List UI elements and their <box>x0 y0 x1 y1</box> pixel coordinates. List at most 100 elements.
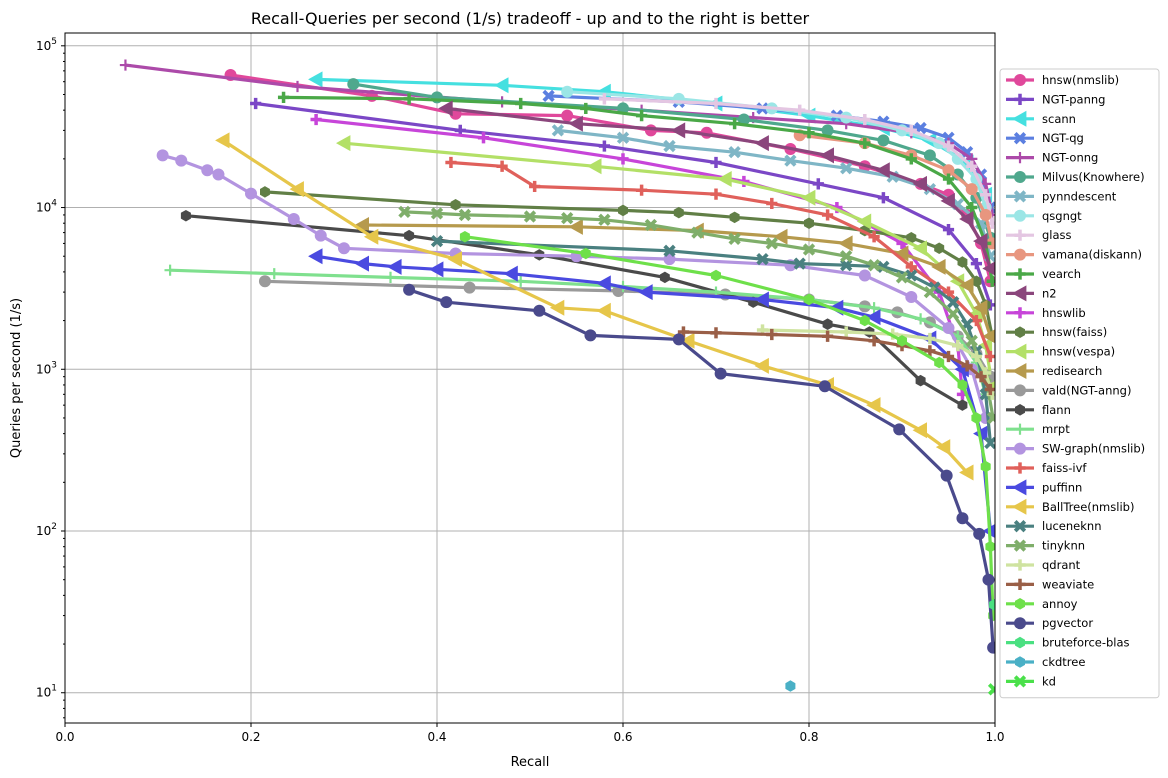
data-point <box>822 209 834 221</box>
data-point <box>245 187 257 200</box>
data-point <box>119 59 132 71</box>
data-point <box>598 213 611 226</box>
data-point <box>973 233 988 250</box>
legend-marker <box>1013 520 1027 533</box>
data-point <box>568 115 583 132</box>
data-point <box>636 110 648 122</box>
legend-marker <box>1014 229 1026 241</box>
data-point <box>894 245 909 262</box>
x-tick-label: 1.0 <box>985 730 1004 744</box>
data-point <box>258 275 271 288</box>
data-point <box>156 149 169 162</box>
legend-label: NGT-panng <box>1042 92 1105 106</box>
legend-label: vamana(diskann) <box>1042 248 1142 262</box>
data-point <box>277 91 290 103</box>
data-point <box>859 113 871 126</box>
data-point <box>804 217 814 229</box>
series-kd <box>987 683 995 696</box>
data-point <box>710 327 722 339</box>
data-point <box>875 162 890 179</box>
legend-marker <box>1014 462 1026 474</box>
legend-item: vamana(diskann) <box>1006 248 1142 262</box>
legend-item: hnsw(faiss) <box>1006 325 1107 339</box>
legend-item: SW-graph(nmslib) <box>1006 442 1145 456</box>
data-point <box>268 268 280 280</box>
data-point <box>212 168 225 181</box>
data-point <box>895 271 909 284</box>
legend-label: hnsw(faiss) <box>1042 325 1107 339</box>
series-faiss-ivf <box>445 156 995 363</box>
series-line <box>450 160 992 358</box>
data-point <box>812 178 824 190</box>
series-line <box>315 254 992 532</box>
data-point <box>659 271 670 284</box>
data-point <box>868 335 880 347</box>
data-point <box>942 224 955 236</box>
x-tick-label: 0.8 <box>799 730 818 744</box>
data-point <box>980 189 992 201</box>
data-point <box>496 160 508 172</box>
data-point <box>965 183 978 196</box>
data-point <box>940 192 955 209</box>
data-point <box>868 231 880 243</box>
legend-label: pgvector <box>1042 616 1093 630</box>
series-layer <box>119 59 995 696</box>
legend-label: puffinn <box>1042 480 1082 494</box>
legend-item: weaviate <box>1006 577 1094 591</box>
data-point <box>931 258 946 275</box>
series-puffinn <box>308 248 995 539</box>
legend-item: vald(NGT-anng) <box>1006 383 1131 397</box>
data-point <box>982 329 995 344</box>
x-axis: 0.0 0.2 0.4 0.6 0.8 1.0 <box>55 723 1005 744</box>
data-point <box>494 77 509 94</box>
legend-marker <box>1013 190 1027 203</box>
data-point <box>966 201 978 214</box>
data-point <box>866 309 881 326</box>
data-point <box>942 321 955 334</box>
data-point <box>915 313 927 325</box>
legend-marker <box>1014 578 1026 590</box>
data-point <box>287 212 300 225</box>
data-point <box>915 374 926 387</box>
data-point <box>905 269 918 282</box>
legend-marker <box>1013 675 1027 688</box>
legend-marker <box>1014 209 1026 222</box>
data-point <box>384 271 397 283</box>
legend-label: qdrant <box>1042 558 1081 572</box>
legend-item: pgvector <box>1006 616 1093 630</box>
legend-marker <box>1014 442 1026 455</box>
data-point <box>947 296 960 309</box>
legend-item: glass <box>1006 228 1072 242</box>
data-point <box>877 192 889 204</box>
data-point <box>308 248 323 265</box>
data-point <box>729 211 740 224</box>
data-point <box>859 314 870 327</box>
legend-label: faiss-ivf <box>1042 461 1087 475</box>
data-point <box>636 184 648 196</box>
legend-label: qsgngt <box>1042 209 1082 223</box>
data-point <box>250 97 262 110</box>
data-point <box>965 334 978 347</box>
data-point <box>260 186 270 198</box>
data-point <box>584 329 597 342</box>
data-point <box>164 264 176 276</box>
data-point <box>970 258 982 270</box>
legend-marker <box>1014 617 1026 630</box>
data-point <box>754 357 769 374</box>
data-point <box>644 218 658 232</box>
data-point <box>542 89 555 103</box>
data-point <box>980 460 991 473</box>
data-point <box>336 135 351 152</box>
data-point <box>663 244 676 257</box>
data-point <box>984 383 995 396</box>
data-point <box>785 680 796 692</box>
data-point <box>819 147 834 164</box>
data-point <box>838 235 853 252</box>
legend-marker <box>1014 268 1026 280</box>
data-point <box>717 171 732 188</box>
data-point <box>975 371 987 383</box>
legend-marker <box>1012 498 1027 515</box>
legend-item: mrpt <box>1006 422 1070 436</box>
legend-label: glass <box>1042 228 1072 242</box>
